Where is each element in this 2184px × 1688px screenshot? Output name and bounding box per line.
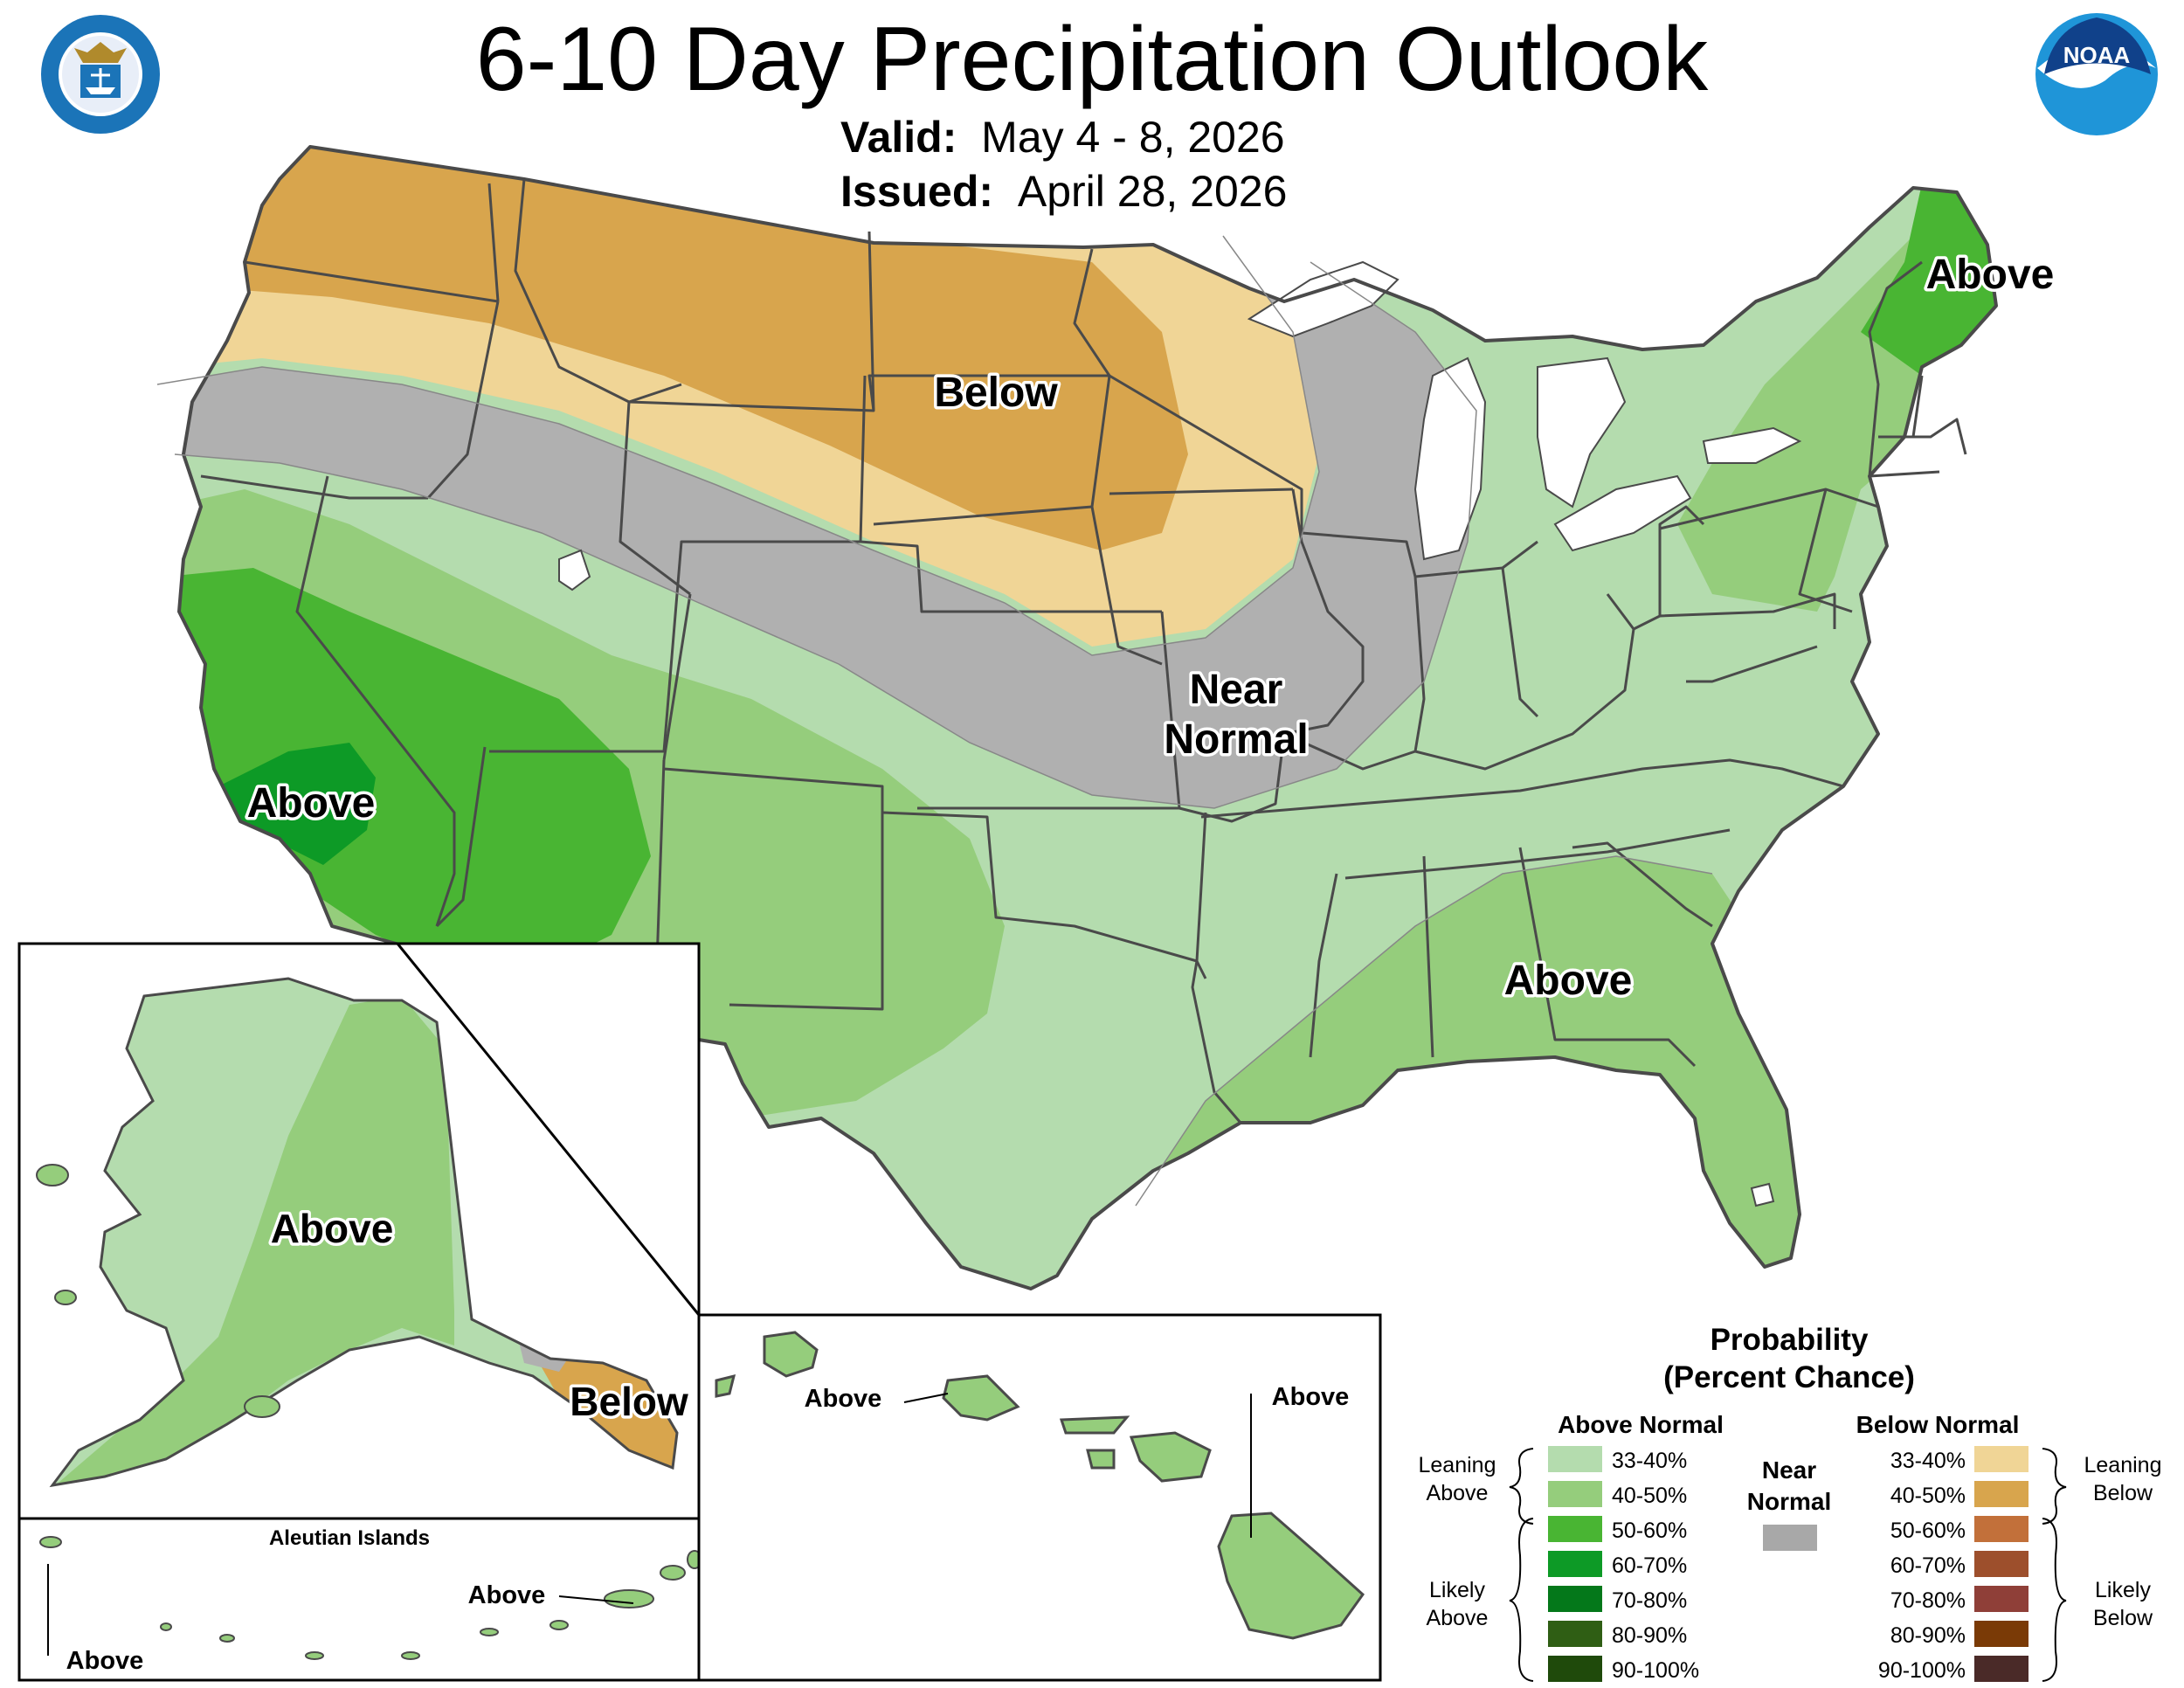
lake-erie — [1553, 474, 1692, 552]
lake-okeechobee — [1750, 1182, 1775, 1207]
legend-above-label-6: 90-100% — [1612, 1658, 1699, 1683]
legend-title-2: (Percent Chance) — [1663, 1360, 1915, 1394]
legend-leaning-above-1: Leaning — [1419, 1453, 1496, 1477]
legend-near-header-1: Near — [1762, 1456, 1816, 1484]
above-50-60-maine — [1861, 183, 1996, 376]
alaska-inset: Above Below Aleutian Islands Above Above — [17, 942, 702, 1682]
label-below-alaska: Below — [570, 1379, 688, 1424]
legend-below-rows: 33-40% 40-50% 50-60% 60-70% 70-80% 80-90% 90-1… — [1878, 1446, 2028, 1683]
legend-below-swatch-5 — [1974, 1621, 2028, 1647]
label-above-hawaii-east: Above — [1272, 1383, 1350, 1411]
label-above-aleutian-east: Above — [468, 1581, 546, 1609]
label-above-maine: Above — [1926, 252, 2055, 298]
legend-below-swatch-2 — [1974, 1516, 2028, 1542]
legend-below-label-0: 33-40% — [1890, 1449, 1966, 1473]
legend-below-label-1: 40-50% — [1890, 1484, 1966, 1508]
issued-line: Issued: April 28, 2026 — [840, 166, 1287, 217]
label-above-alaska: Above — [271, 1206, 394, 1251]
legend-above-label-2: 50-60% — [1612, 1519, 1687, 1543]
legend-near-header-2: Normal — [1747, 1488, 1831, 1515]
label-near: Near — [1190, 667, 1283, 713]
near-normal-region — [179, 236, 1476, 808]
legend-above-header: Above Normal — [1558, 1411, 1724, 1438]
lake-michigan — [1413, 356, 1487, 561]
hawaii-islands — [715, 1331, 1365, 1640]
issued-label: Issued: — [840, 167, 994, 216]
legend-below-swatch-4 — [1974, 1586, 2028, 1612]
legend-above-label-1: 40-50% — [1612, 1484, 1687, 1508]
above-50-60-west — [179, 568, 651, 979]
above-60-70-california — [218, 743, 376, 865]
label-above-aleutian-west: Above — [66, 1647, 144, 1675]
great-salt-lake — [558, 549, 591, 591]
legend-above-label-0: 33-40% — [1612, 1449, 1687, 1473]
legend-above-label-3: 60-70% — [1612, 1553, 1687, 1578]
legend: Probability (Percent Chance) Above Norma… — [1419, 1323, 2162, 1683]
legend-above-swatch-6 — [1548, 1656, 1602, 1682]
label-above-southeast: Above — [1504, 958, 1633, 1004]
label-above-hawaii-west: Above — [805, 1385, 882, 1413]
below-40-50-region — [218, 147, 1188, 550]
legend-below-swatch-6 — [1974, 1656, 2028, 1682]
legend-below-label-3: 60-70% — [1890, 1553, 1966, 1578]
legend-below-label-6: 90-100% — [1878, 1658, 1966, 1683]
label-above-california: Above — [247, 780, 376, 827]
contour-lines — [156, 235, 1713, 1207]
legend-below-label-5: 80-90% — [1890, 1623, 1966, 1648]
legend-leaning-above-2: Above — [1427, 1481, 1489, 1505]
legend-below-label-2: 50-60% — [1890, 1519, 1966, 1543]
noaa-logo: NOAA — [2035, 13, 2158, 135]
valid-value: May 4 - 8, 2026 — [981, 113, 1285, 162]
legend-below-swatch-1 — [1974, 1481, 2028, 1507]
legend-above-swatch-3 — [1548, 1551, 1602, 1577]
lake-huron — [1537, 356, 1627, 508]
legend-above-label-4: 70-80% — [1612, 1588, 1687, 1613]
legend-above-swatch-5 — [1548, 1621, 1602, 1647]
commerce-seal-logo — [41, 15, 160, 134]
lake-ontario — [1702, 426, 1802, 464]
legend-below-swatch-3 — [1974, 1551, 2028, 1577]
valid-label: Valid: — [840, 113, 957, 162]
issued-value: April 28, 2026 — [1017, 167, 1288, 216]
legend-above-swatch-1 — [1548, 1481, 1602, 1507]
legend-above-swatch-0 — [1548, 1446, 1602, 1472]
legend-likely-below-2: Below — [2093, 1606, 2153, 1630]
legend-below-label-4: 70-80% — [1890, 1588, 1966, 1613]
legend-likely-above-1: Likely — [1429, 1578, 1485, 1602]
label-normal: Normal — [1164, 716, 1308, 763]
legend-title-1: Probability — [1711, 1323, 1869, 1357]
map-title: 6-10 Day Precipitation Outlook — [475, 9, 1709, 110]
legend-above-swatch-2 — [1548, 1516, 1602, 1542]
noaa-logo-text: NOAA — [2063, 42, 2131, 68]
alaska-above-40-50 — [52, 996, 454, 1485]
legend-near-swatch — [1763, 1525, 1817, 1551]
aleutian-islands — [39, 1536, 702, 1660]
legend-above-label-5: 80-90% — [1612, 1623, 1687, 1648]
label-below-plains: Below — [934, 370, 1058, 416]
legend-below-header: Below Normal — [1856, 1411, 2020, 1438]
hawaii-inset: Above Above — [697, 1313, 1382, 1682]
legend-likely-above-2: Above — [1427, 1606, 1489, 1630]
legend-below-swatch-0 — [1974, 1446, 2028, 1472]
legend-above-rows: 33-40% 40-50% 50-60% 60-70% 70-80% 80-90% 90-1… — [1548, 1446, 1699, 1683]
aleutian-title: Aleutian Islands — [269, 1526, 430, 1550]
legend-above-swatch-4 — [1548, 1586, 1602, 1612]
legend-leaning-below-2: Below — [2093, 1481, 2153, 1505]
legend-likely-below-1: Likely — [2095, 1578, 2151, 1602]
legend-leaning-below-1: Leaning — [2084, 1453, 2162, 1477]
valid-line: Valid: May 4 - 8, 2026 — [840, 112, 1285, 163]
